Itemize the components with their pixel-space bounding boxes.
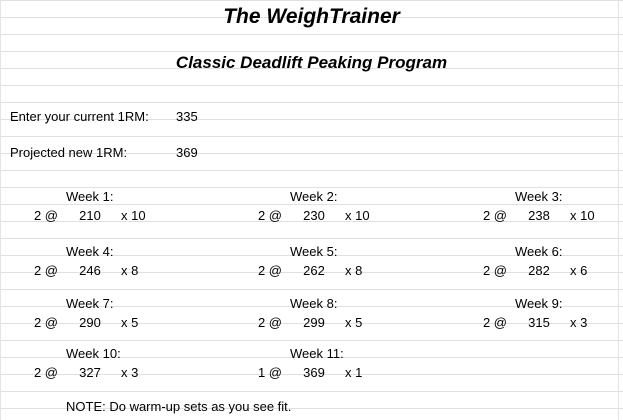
week-10-reps[interactable]: x 3	[121, 365, 139, 380]
week-4-label[interactable]: Week 4:	[66, 244, 114, 259]
week-10-sets[interactable]: 2 @	[33, 365, 58, 380]
week-1-label[interactable]: Week 1:	[66, 189, 114, 204]
week-6-reps[interactable]: x 6	[570, 263, 588, 278]
column-divider	[618, 0, 619, 420]
week-7-reps[interactable]: x 5	[121, 315, 139, 330]
current-1rm-label[interactable]: Enter your current 1RM:	[10, 109, 149, 124]
week-11-sets[interactable]: 1 @	[257, 365, 282, 380]
week-4-weight[interactable]: 246	[79, 263, 101, 278]
week-2-weight[interactable]: 230	[303, 208, 325, 223]
week-8-label[interactable]: Week 8:	[290, 296, 338, 311]
projected-1rm-value[interactable]: 369	[176, 145, 198, 160]
week-11-reps[interactable]: x 1	[345, 365, 363, 380]
week-5-weight[interactable]: 262	[303, 263, 325, 278]
projected-1rm-label[interactable]: Projected new 1RM:	[10, 145, 128, 160]
sheet-title[interactable]: The WeighTrainer	[223, 5, 400, 28]
week-10-label[interactable]: Week 10:	[66, 346, 121, 361]
week-9-label[interactable]: Week 9:	[515, 296, 563, 311]
week-6-label[interactable]: Week 6:	[515, 244, 563, 259]
week-3-label[interactable]: Week 3:	[515, 189, 563, 204]
week-4-reps[interactable]: x 8	[121, 263, 139, 278]
week-2-label[interactable]: Week 2:	[290, 189, 338, 204]
week-3-reps[interactable]: x 10	[570, 208, 595, 223]
week-8-weight[interactable]: 299	[303, 315, 325, 330]
week-1-sets[interactable]: 2 @	[33, 208, 58, 223]
current-1rm-input[interactable]: 335	[176, 109, 198, 124]
week-7-sets[interactable]: 2 @	[33, 315, 58, 330]
week-2-reps[interactable]: x 10	[345, 208, 370, 223]
week-5-label[interactable]: Week 5:	[290, 244, 338, 259]
week-8-reps[interactable]: x 5	[345, 315, 363, 330]
week-9-sets[interactable]: 2 @	[482, 315, 507, 330]
week-8-sets[interactable]: 2 @	[257, 315, 282, 330]
week-3-weight[interactable]: 238	[528, 208, 550, 223]
week-10-weight[interactable]: 327	[79, 365, 101, 380]
week-11-weight[interactable]: 369	[303, 365, 325, 380]
week-9-reps[interactable]: x 3	[570, 315, 588, 330]
week-2-sets[interactable]: 2 @	[257, 208, 282, 223]
sheet-subtitle[interactable]: Classic Deadlift Peaking Program	[175, 53, 448, 72]
week-7-weight[interactable]: 290	[79, 315, 101, 330]
week-5-sets[interactable]: 2 @	[257, 263, 282, 278]
week-9-weight[interactable]: 315	[528, 315, 550, 330]
week-4-sets[interactable]: 2 @	[33, 263, 58, 278]
week-1-reps[interactable]: x 10	[121, 208, 146, 223]
week-1-weight[interactable]: 210	[79, 208, 101, 223]
week-7-label[interactable]: Week 7:	[66, 296, 114, 311]
week-5-reps[interactable]: x 8	[345, 263, 363, 278]
week-3-sets[interactable]: 2 @	[482, 208, 507, 223]
week-6-sets[interactable]: 2 @	[482, 263, 507, 278]
week-11-label[interactable]: Week 11:	[290, 346, 344, 361]
week-6-weight[interactable]: 282	[528, 263, 550, 278]
column-divider	[0, 0, 1, 420]
warmup-note[interactable]: NOTE: Do warm-up sets as you see fit.	[66, 399, 292, 414]
